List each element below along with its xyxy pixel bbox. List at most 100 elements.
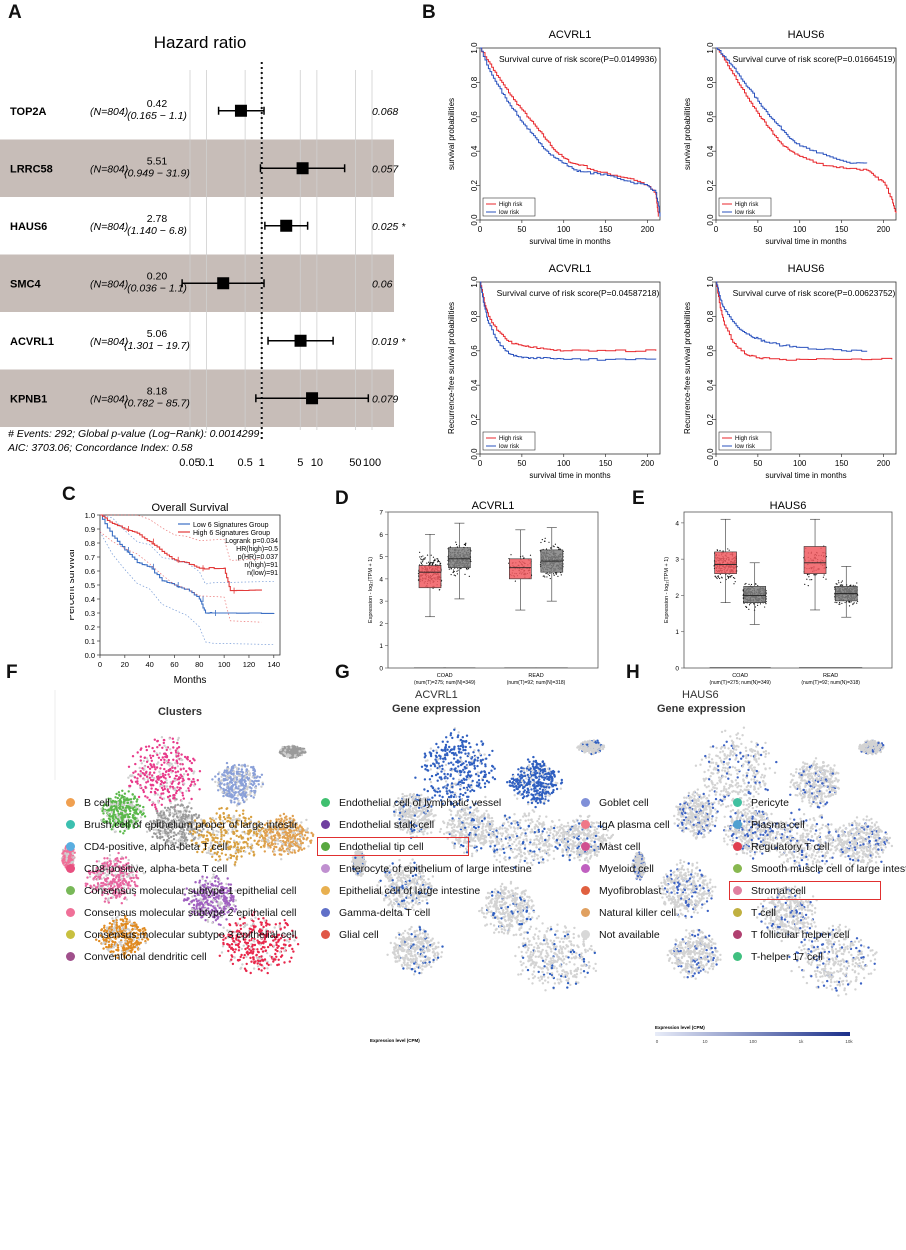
y-tick-label: 0.9 <box>85 525 95 534</box>
y-tick-label: 0.2 <box>706 413 715 425</box>
box-jitter-point <box>544 576 546 578</box>
box-jitter-point <box>464 573 466 575</box>
plot-annotation: Survival curve of risk score(P=0.0062375… <box>733 288 896 298</box>
box-jitter-point <box>714 575 717 577</box>
forest-tick-label: 10 <box>311 457 323 469</box>
box-jitter-point <box>728 576 730 578</box>
x-tick-label: 150 <box>835 225 849 234</box>
box-jitter-point <box>556 572 558 574</box>
km-legend-label: High risk <box>499 202 523 208</box>
box-jitter-point <box>809 579 811 581</box>
box-jitter-point <box>420 558 422 560</box>
box-group-label: COAD <box>732 673 748 679</box>
box-jitter-point <box>856 582 858 584</box>
box-jitter-point <box>456 570 458 572</box>
box-jitter-point <box>550 547 552 549</box>
plot-title: ACVRL1 <box>549 29 592 41</box>
forest-p-value: 0.019 * <box>372 336 406 348</box>
box-jitter-point <box>808 573 810 576</box>
box-jitter-point <box>557 575 559 577</box>
x-axis-label: Months <box>174 675 207 685</box>
x-axis-label: survival time in months <box>529 471 610 480</box>
panel-label-d: D <box>335 488 349 509</box>
box-jitter-point <box>421 558 423 561</box>
box-jitter-point <box>841 580 843 582</box>
box-jitter-point <box>554 543 556 545</box>
forest-hr-value: 0.42 <box>147 98 168 110</box>
box-jitter-point <box>427 561 430 563</box>
km-legend-label: low risk <box>499 210 520 216</box>
box-jitter-point <box>555 573 557 575</box>
panel-label-f: F <box>6 662 18 683</box>
box-jitter-point <box>745 606 748 609</box>
x-tick-label: 140 <box>268 660 281 669</box>
box-frame <box>387 511 599 669</box>
box-jitter-point <box>553 546 555 548</box>
box-y-tick-label: 4 <box>675 520 679 527</box>
x-tick-label: 120 <box>243 660 256 669</box>
forest-tick-label: 0.05 <box>179 457 200 469</box>
box-jitter-point <box>848 601 850 603</box>
box-jitter-point <box>748 583 750 585</box>
box-jitter-point <box>546 576 548 578</box>
box-jitter-point <box>715 576 717 579</box>
box-jitter-point <box>808 576 810 578</box>
box-jitter-point <box>856 602 858 604</box>
y-tick-label: 0.4 <box>706 379 715 391</box>
box-jitter-point <box>850 601 852 603</box>
y-axis-label: survival probabilities <box>683 98 692 170</box>
y-tick-label: 1.0 <box>85 511 95 520</box>
plot-frame <box>715 47 897 221</box>
box-y-tick-label: 0 <box>379 666 383 673</box>
km-curve <box>480 47 659 217</box>
box-jitter-point <box>433 560 435 562</box>
box-jitter-point <box>764 606 766 608</box>
umap-row <box>0 690 906 792</box>
km-legend-label: High risk <box>735 436 759 442</box>
os-stat-line: HR(high)=0.5 <box>236 546 278 553</box>
forest-hr-point <box>306 392 319 405</box>
box-jitter-point <box>529 554 532 556</box>
plot-annotation: Survival curve of risk score(P=0.0458721… <box>497 288 660 298</box>
box-group-sub: (num(T)=275; num(N)=349) <box>414 680 476 686</box>
os-stat-line: p(HR)=0.037 <box>238 554 278 561</box>
y-axis-label: survival probabilities <box>447 98 456 170</box>
y-tick-label: 0.4 <box>706 145 715 157</box>
box-jitter-point <box>540 541 542 544</box>
x-tick-label: 20 <box>121 660 129 669</box>
box-jitter-point <box>522 555 524 557</box>
forest-n-label: (N=804) <box>90 106 128 118</box>
box-jitter-point <box>552 573 555 575</box>
box-jitter-point <box>432 556 435 558</box>
box-y-axis-label: Expression - log₂(TPM + 1) <box>664 557 670 623</box>
box-jitter-point <box>456 573 459 575</box>
forest-tick-label: 100 <box>363 457 381 469</box>
box-jitter-point <box>727 548 729 550</box>
box-iqr <box>418 565 442 589</box>
box-jitter-point <box>729 576 731 578</box>
box-jitter-point <box>765 603 767 605</box>
panel-label-g: G <box>335 662 350 683</box>
box-jitter-point <box>554 572 557 574</box>
panel-label-b: B <box>422 2 436 23</box>
box-jitter-point <box>753 603 755 605</box>
box-jitter-point <box>432 562 434 564</box>
box-jitter-point <box>748 608 750 610</box>
box-jitter-point <box>545 548 548 550</box>
box-iqr <box>743 586 767 603</box>
box-jitter-point <box>431 562 433 564</box>
x-tick-label: 100 <box>793 459 807 468</box>
box-iqr <box>448 547 471 569</box>
x-tick-label: 50 <box>753 459 762 468</box>
y-tick-label: 0.8 <box>706 76 715 88</box>
box-jitter-point <box>745 605 747 608</box>
box-jitter-point <box>726 575 729 577</box>
y-tick-label: 0.2 <box>470 179 479 191</box>
forest-n-label: (N=804) <box>90 393 128 405</box>
box-jitter-point <box>510 554 512 556</box>
forest-p-value: 0.079 <box>372 393 398 405</box>
